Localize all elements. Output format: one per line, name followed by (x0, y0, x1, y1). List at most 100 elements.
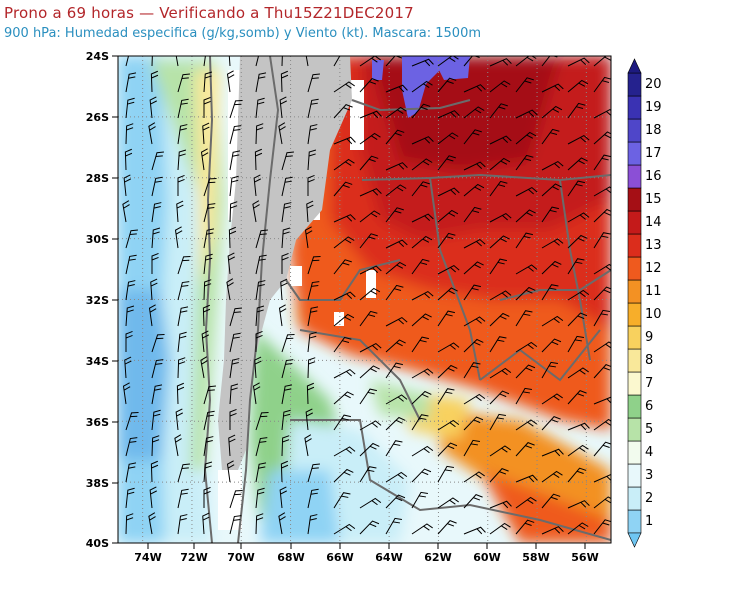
colorbar-label: 2 (645, 491, 653, 506)
wind-barb (255, 254, 267, 275)
wind-barb (515, 286, 536, 301)
colorbar-arrow-bottom (627, 532, 642, 548)
wind-barb (252, 382, 261, 405)
wind-barb (280, 460, 289, 483)
colorbar-label: 13 (645, 238, 662, 253)
wind-barb (151, 151, 164, 171)
wind-barb (385, 394, 408, 405)
wind-barb (307, 306, 319, 327)
wind-barb (593, 519, 611, 535)
wind-barb (489, 290, 512, 301)
wind-barb (411, 290, 434, 301)
wind-barb (177, 255, 191, 275)
wind-barb (229, 125, 242, 145)
wind-barb (541, 128, 560, 145)
wind-barb (463, 338, 484, 353)
wind-barb (278, 122, 286, 145)
wind-barb (515, 341, 538, 353)
wind-barb (593, 76, 611, 93)
wind-barb (149, 486, 157, 509)
svg-text:28S: 28S (86, 172, 109, 185)
wind-barb (359, 497, 382, 509)
wind-barb (567, 79, 589, 93)
wind-barb (489, 80, 511, 93)
wind-barb (541, 238, 564, 249)
wind-barb (229, 408, 237, 430)
wind-barb (281, 435, 290, 457)
wind-barb (177, 124, 188, 145)
wind-barb (278, 512, 286, 535)
plot-subtitle: 900 hPa: Humedad especifica (g/kg,somb) … (4, 26, 482, 41)
lon-axis: 74W 72W 70W 68W 66W 64W 62W 60W 58W 56W (134, 543, 599, 564)
wind-barb (515, 496, 537, 509)
wind-barb (385, 339, 406, 353)
lon-tick: 60W (473, 543, 501, 564)
wind-barb (541, 470, 563, 483)
wind-barb (567, 467, 587, 483)
wind-barb (150, 278, 158, 301)
wind-barb (541, 105, 563, 119)
wind-barb (593, 418, 611, 431)
wind-barb (151, 56, 153, 67)
lat-tick: 26S (86, 111, 118, 124)
wind-barb (281, 56, 283, 67)
wind-barb (203, 71, 213, 93)
wind-barb (359, 287, 381, 301)
wind-barb (359, 420, 382, 431)
wind-barb (148, 304, 157, 327)
wind-barb (148, 512, 156, 535)
wind-barb (567, 134, 590, 145)
wind-barb (176, 200, 184, 223)
wind-barb (437, 110, 460, 119)
wind-barb (255, 487, 265, 509)
wind-barb (463, 106, 485, 119)
wind-barb (174, 226, 183, 249)
wind-barb (489, 258, 508, 275)
wind-barb (463, 206, 482, 223)
colorbar-label: 20 (645, 77, 662, 92)
wind-barb (333, 391, 354, 405)
wind-barb (307, 488, 319, 509)
colorbar-swatch (627, 394, 642, 419)
wind-barb (203, 228, 215, 249)
wind-barb (228, 56, 231, 67)
wind-barb (281, 202, 292, 223)
wind-barb (359, 265, 382, 275)
colorbar-swatch (627, 302, 642, 327)
wind-barb (125, 123, 134, 145)
wind-barb (202, 122, 210, 145)
colorbar-label: 1 (645, 514, 653, 529)
wind-barb (201, 330, 209, 353)
colorbar-label: 6 (645, 399, 653, 414)
wind-barb (226, 278, 234, 301)
wind-barb (307, 98, 319, 119)
wind-barb (307, 463, 320, 483)
wind-barb (567, 522, 589, 535)
wind-barb (228, 434, 236, 457)
colorbar-swatch (627, 417, 642, 442)
colorbar-swatch (627, 279, 642, 304)
wind-barb (255, 97, 265, 119)
wind-barb (593, 364, 611, 379)
wind-barb (489, 58, 512, 67)
wind-barb (226, 460, 235, 483)
wind-barb (177, 357, 186, 379)
colorbar-swatch (627, 72, 642, 97)
wind-barb (437, 77, 457, 93)
wind-barb (411, 414, 429, 431)
wind-barb (124, 356, 132, 379)
wind-barb (122, 200, 130, 223)
wind-barb (593, 232, 611, 249)
wind-barb (122, 382, 131, 405)
wind-barb (515, 209, 536, 223)
wind-barb (593, 56, 611, 67)
wind-barb (385, 362, 404, 379)
wind-barb (489, 468, 509, 483)
wind-barb (567, 234, 588, 249)
wind-barb (333, 181, 353, 197)
wind-barb (175, 408, 183, 431)
wind-barb (229, 201, 238, 223)
wind-barb (254, 148, 263, 171)
wind-barb (385, 316, 408, 327)
wind-barb (229, 332, 241, 353)
